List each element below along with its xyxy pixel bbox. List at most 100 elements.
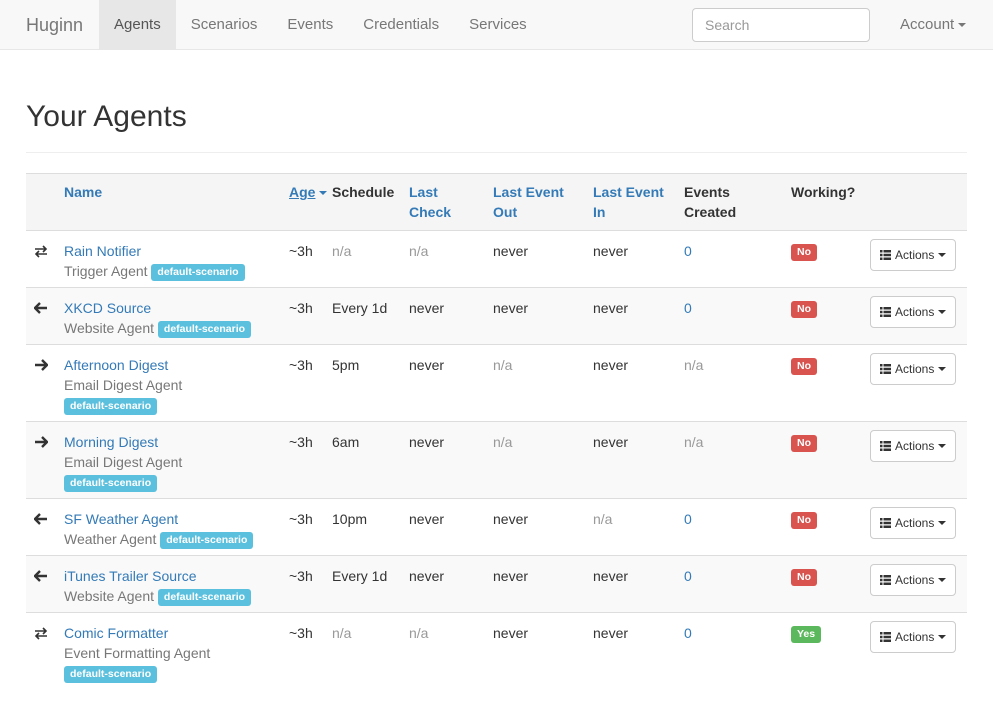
last-event-in: never [593, 625, 629, 641]
actions-button[interactable]: Actions [870, 507, 957, 539]
header-label: Schedule [332, 184, 395, 200]
scenario-badge[interactable]: default-scenario [64, 666, 158, 683]
cell-last-check: never [401, 555, 485, 613]
cell-events-created: n/a [676, 421, 783, 499]
header-label[interactable]: Last Event Out [493, 184, 564, 220]
age: ~3h [289, 243, 313, 259]
last-check: never [409, 300, 445, 316]
header-label[interactable]: Name [64, 184, 103, 200]
scenario-badge[interactable]: default-scenario [157, 321, 252, 338]
actions-button[interactable]: Actions [870, 353, 957, 385]
agent-name[interactable]: Afternoon Digest [64, 357, 169, 373]
actions-button[interactable]: Actions [870, 430, 957, 462]
account-menu[interactable]: Account [900, 0, 967, 50]
account-label[interactable]: Account [900, 16, 955, 33]
header-label[interactable]: Last Event In [593, 184, 664, 220]
agent-row: Comic Formatter Event Formatting Agent de… [26, 612, 967, 689]
last-check: never [409, 568, 445, 584]
agent-name[interactable]: Morning Digest [64, 434, 159, 450]
header-cell: Age [281, 173, 328, 231]
working-badge: No [791, 569, 817, 586]
header-row: Name Age Schedule Last Check Last Event Out L… [26, 173, 967, 231]
header-label[interactable]: Last Check [409, 184, 452, 220]
direction-cell [26, 421, 56, 499]
scenario-badge[interactable]: default-scenario [157, 589, 252, 606]
cell-last-event-out: never [485, 498, 585, 556]
actions-label[interactable]: Actions [895, 439, 935, 453]
agent-name[interactable]: XKCD Source [64, 300, 152, 316]
nav-link[interactable]: Scenarios [190, 16, 258, 33]
agent-name[interactable]: Comic Formatter [64, 625, 169, 641]
working-cell: No [783, 344, 862, 422]
divider [26, 152, 967, 153]
nav-link[interactable]: Services [469, 16, 527, 33]
agent-type: Event Formatting Agent [64, 645, 211, 661]
header-cell: Last Event Out [485, 173, 585, 231]
brand[interactable]: Huginn [26, 15, 84, 35]
actions-label[interactable]: Actions [895, 305, 935, 319]
age: ~3h [289, 357, 313, 373]
actions-caret [938, 444, 947, 448]
actions-button[interactable]: Actions [870, 564, 957, 596]
scenario-badge[interactable]: default-scenario [64, 398, 158, 415]
working-cell: No [783, 230, 862, 288]
cell-last-check: never [401, 287, 485, 345]
actions-label[interactable]: Actions [895, 516, 935, 530]
nav-link[interactable]: Agents [99, 0, 176, 50]
header-cell: Last Check [401, 173, 485, 231]
agent-name[interactable]: iTunes Trailer Source [64, 568, 197, 584]
nav-link[interactable]: Credentials [363, 16, 440, 33]
cell-last-event-in: never [585, 555, 676, 613]
scenario-badge[interactable]: default-scenario [151, 264, 245, 281]
nav-links: Agents Scenarios Events Credentials Services [99, 0, 542, 50]
cell-schedule: n/a [324, 612, 401, 689]
list-icon [880, 250, 891, 260]
last-event-out: never [493, 511, 529, 527]
agent-row: Rain Notifier Trigger Agent default-scena… [26, 230, 967, 288]
cell-last-event-out: n/a [485, 421, 585, 499]
working-badge: No [791, 512, 817, 529]
search-input[interactable]: Search [692, 8, 870, 42]
name-cell: Comic Formatter Event Formatting Agent de… [56, 612, 281, 689]
events-created: n/a [684, 434, 704, 450]
agent-name[interactable]: SF Weather Agent [64, 511, 179, 527]
schedule: Every 1d [332, 300, 388, 316]
header-label: Events Created [684, 184, 737, 220]
age: ~3h [289, 434, 313, 450]
scenario-badge[interactable]: default-scenario [64, 475, 158, 492]
actions-button[interactable]: Actions [870, 239, 957, 271]
actions-label[interactable]: Actions [895, 362, 935, 376]
events-created[interactable]: 0 [684, 568, 692, 584]
nav-link[interactable]: Events [287, 16, 334, 33]
schedule: 10pm [332, 511, 368, 527]
events-created[interactable]: 0 [684, 300, 692, 316]
actions-cell: Actions [862, 612, 967, 689]
actions-label[interactable]: Actions [895, 630, 935, 644]
actions-label[interactable]: Actions [895, 573, 935, 587]
last-event-in: n/a [593, 511, 613, 527]
cell-schedule: Every 1d [324, 555, 401, 613]
agent-name[interactable]: Rain Notifier [64, 243, 142, 259]
scenario-badge[interactable]: default-scenario [160, 532, 254, 549]
actions-cell: Actions [862, 344, 967, 422]
events-created[interactable]: 0 [684, 243, 692, 259]
direction-cell [26, 555, 56, 613]
navbar: Huginn Agents Scenarios Events Credentials S… [0, 0, 993, 50]
cell-last-check: never [401, 421, 485, 499]
working-cell: Yes [783, 612, 862, 689]
actions-button[interactable]: Actions [870, 296, 957, 328]
events-created[interactable]: 0 [684, 625, 692, 641]
page-title: Your Agents [26, 100, 187, 133]
cell-schedule: Every 1d [324, 287, 401, 345]
actions-label[interactable]: Actions [895, 248, 935, 262]
working-badge: No [791, 244, 817, 261]
list-icon [880, 632, 891, 642]
actions-cell: Actions [862, 287, 967, 345]
events-created[interactable]: 0 [684, 511, 692, 527]
header-label[interactable]: Age [289, 184, 316, 200]
header-cell [862, 173, 967, 231]
cell-events-created: 0 [676, 555, 783, 613]
cell-last-check: n/a [401, 612, 485, 689]
actions-button[interactable]: Actions [870, 621, 957, 653]
actions-cell: Actions [862, 230, 967, 288]
